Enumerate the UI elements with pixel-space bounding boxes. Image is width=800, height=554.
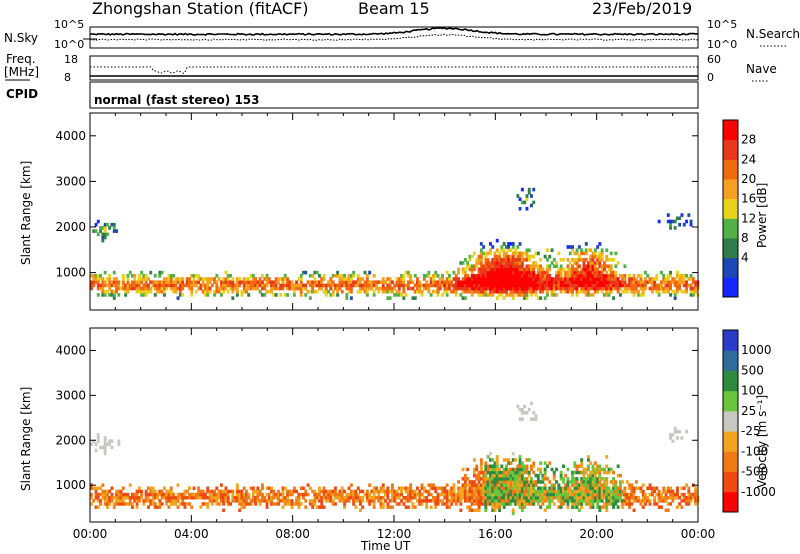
- power-colorbar-segment: [723, 139, 738, 160]
- velocity-colorbar-tick-label: 100: [741, 384, 764, 398]
- velocity-colorbar-tick-label: -25: [741, 424, 761, 438]
- freq-left-tick-top: 18: [64, 53, 78, 66]
- noise-right-tick-bottom: 10^0: [707, 38, 738, 51]
- power-colorbar-segment: [723, 198, 738, 219]
- noise-left-tick-bottom: 10^0: [54, 38, 85, 51]
- velocity-colorbar-tick-label: 1000: [741, 343, 772, 357]
- power-ytick-label: 1000: [55, 266, 86, 280]
- date-label: 23/Feb/2019: [592, 0, 693, 18]
- freq-label-line2: [MHz]: [4, 65, 40, 79]
- power-colorbar-segment: [723, 159, 738, 180]
- noise-search-label: N.Search: [746, 27, 800, 41]
- power-colorbar-frame: [722, 119, 739, 298]
- power-colorbar-segment: [723, 179, 738, 200]
- cpid-label: CPID: [6, 87, 39, 101]
- power-colorbar-tick-label: 28: [741, 133, 756, 147]
- nave-right-tick-top: 60: [707, 53, 721, 66]
- velocity-colorbar-segment: [723, 410, 738, 432]
- nave-line: [90, 66, 698, 75]
- power-ytick-label: 4000: [55, 129, 86, 143]
- power-colorbar-segment: [723, 120, 738, 141]
- velocity-colorbar-tick-label: -1000: [741, 485, 776, 499]
- velocity-colorbar-frame: [722, 329, 739, 513]
- velocity-colorbar-tick-label: -500: [741, 465, 768, 479]
- velocity-colorbar-tick-label: 25: [741, 404, 756, 418]
- velocity-ytick-label: 2000: [55, 433, 86, 447]
- time-tick-label: 16:00: [478, 527, 513, 541]
- power-colorbar-segment: [723, 238, 738, 259]
- velocity-colorbar-segment: [723, 390, 738, 412]
- power-heatmap-cells: [90, 187, 700, 300]
- velocity-ytick-label: 4000: [55, 343, 86, 357]
- time-tick-label: 20:00: [579, 527, 614, 541]
- time-tick-label: 08:00: [275, 527, 310, 541]
- velocity-colorbar-segment: [723, 451, 738, 473]
- nave-right-tick-bottom: 0: [707, 71, 714, 84]
- velocity-colorbar-segment: [723, 491, 738, 513]
- freq-left-tick-bottom: 8: [64, 71, 71, 84]
- nave-label: Nave: [746, 62, 777, 76]
- power-colorbar-tick-label: 8: [741, 231, 749, 245]
- noise-panel-frame: [89, 26, 699, 49]
- velocity-colorbar-tick-label: -100: [741, 444, 768, 458]
- power-colorbar-tick-label: 24: [741, 152, 756, 166]
- velocity-colorbar-segment: [723, 330, 738, 351]
- velocity-ytick-label: 3000: [55, 388, 86, 402]
- power-colorbar-tick-label: 20: [741, 172, 756, 186]
- cpid-panel-frame: [89, 81, 699, 109]
- velocity-colorbar-segment: [723, 370, 738, 392]
- power-colorbar-tick-label: 16: [741, 192, 756, 206]
- time-tick-label: 00:00: [73, 527, 108, 541]
- power-colorbar-segment: [723, 257, 738, 278]
- velocity-colorbar-segment: [723, 471, 738, 493]
- power-colorbar-tick-label: 12: [741, 211, 756, 225]
- station-title: Zhongshan Station (fitACF): [92, 0, 309, 18]
- freq-panel-frame: [89, 55, 699, 81]
- velocity-ytick-label: 1000: [55, 478, 86, 492]
- noise-sky-label: N.Sky: [4, 31, 39, 45]
- time-xlabel: Time UT: [361, 539, 411, 553]
- power-colorbar-segment: [723, 218, 738, 239]
- time-tick-label: 12:00: [377, 527, 412, 541]
- power-colorbar-tick-label: 4: [741, 251, 749, 265]
- freq-label-line1: Freq.: [6, 52, 36, 66]
- noise-sky-line: [89, 26, 699, 36]
- velocity-colorbar-segment: [723, 431, 738, 452]
- noise-right-tick-top: 10^5: [707, 18, 738, 31]
- power-ytick-label: 3000: [55, 174, 86, 188]
- time-tick-label: 04:00: [174, 527, 209, 541]
- power-colorbar-segment: [723, 277, 738, 298]
- noise-left-tick-top: 10^5: [54, 18, 85, 31]
- velocity-colorbar-segment: [723, 350, 738, 371]
- mode-text: normal (fast stereo) 153: [94, 93, 260, 107]
- noise-search-line: [89, 33, 699, 41]
- time-tick-label: 00:00: [681, 527, 716, 541]
- power-ytick-label: 2000: [55, 220, 86, 234]
- velocity-colorbar-tick-label: 500: [741, 363, 764, 377]
- beam-label: Beam 15: [358, 0, 430, 18]
- velocity-heatmap-cells: [90, 401, 700, 516]
